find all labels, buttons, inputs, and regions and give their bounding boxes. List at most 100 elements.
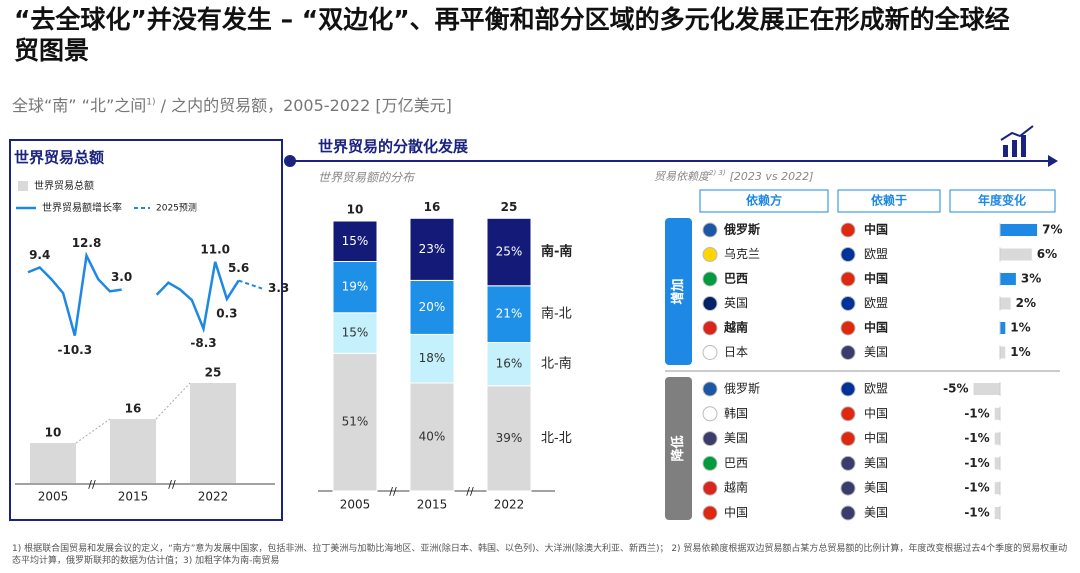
series-label: 北-南 bbox=[541, 356, 572, 372]
to-country: 欧盟 bbox=[864, 296, 888, 310]
flag bbox=[702, 505, 718, 521]
data-label: -8.3 bbox=[190, 336, 216, 350]
bar bbox=[1000, 346, 1006, 359]
column-header bbox=[837, 189, 941, 213]
bar-segment bbox=[409, 382, 455, 492]
data-label: -1% bbox=[964, 431, 989, 445]
legend-label: 世界贸易额增长率 bbox=[42, 201, 122, 214]
from-country: 中国 bbox=[724, 505, 748, 520]
flag bbox=[702, 320, 718, 336]
to-country: 美国 bbox=[864, 506, 888, 520]
bar bbox=[1000, 273, 1016, 285]
data-label: 21% bbox=[496, 307, 523, 321]
data-label: -10.3 bbox=[58, 343, 93, 357]
data-label: 51% bbox=[342, 415, 369, 429]
data-label: -1% bbox=[964, 456, 989, 470]
flag bbox=[702, 296, 718, 311]
x-tick-label: 2015 bbox=[417, 498, 448, 512]
from-country: 乌克兰 bbox=[724, 246, 760, 261]
flag bbox=[702, 406, 718, 422]
data-label: 25% bbox=[496, 245, 523, 259]
data-label: 0.3 bbox=[216, 306, 237, 320]
to-country: 中国 bbox=[864, 271, 888, 286]
data-label: 15% bbox=[342, 326, 369, 340]
bar-segment bbox=[332, 352, 378, 492]
bar-segment bbox=[486, 385, 532, 492]
flag bbox=[840, 406, 856, 422]
legend-label: 世界贸易总额 bbox=[34, 179, 94, 192]
from-country: 日本 bbox=[724, 345, 748, 359]
data-label: 7% bbox=[1042, 223, 1062, 237]
legend-swatch bbox=[18, 181, 28, 191]
flag bbox=[702, 345, 718, 360]
group-label: 增加 bbox=[670, 278, 686, 304]
flag bbox=[840, 345, 856, 360]
bar bbox=[994, 407, 1000, 420]
flag bbox=[702, 222, 718, 238]
data-label: -5% bbox=[943, 382, 968, 396]
data-label: 1% bbox=[1010, 345, 1030, 359]
data-label: 16 bbox=[125, 402, 142, 416]
group-band bbox=[665, 218, 692, 365]
panel-border bbox=[9, 139, 283, 521]
column-header-label: 年度变化 bbox=[978, 193, 1026, 208]
data-label: 1% bbox=[1010, 321, 1030, 335]
chart-title: 贸易依赖度2) 3) [2023 vs 2022] bbox=[654, 169, 813, 183]
from-country: 韩国 bbox=[724, 405, 748, 420]
x-tick-label: 2015 bbox=[118, 490, 149, 504]
axis-break: // bbox=[466, 485, 474, 498]
page-title: “去全球化”并没有发生 – “双边化”、再平衡和部分区域的多元化发展正在形成新的… bbox=[14, 5, 1010, 65]
data-label: 6% bbox=[1037, 247, 1057, 261]
subtitle-note: 1) bbox=[146, 97, 156, 108]
data-label: -1% bbox=[964, 481, 989, 495]
bar-segment bbox=[486, 217, 532, 287]
group-label: 降低 bbox=[670, 435, 686, 461]
x-tick-label: 2022 bbox=[494, 498, 525, 512]
flag bbox=[840, 480, 856, 496]
title-note: 2) 3) bbox=[709, 169, 726, 177]
data-label: -1% bbox=[964, 406, 989, 420]
connector bbox=[155, 382, 191, 420]
flag bbox=[840, 271, 856, 287]
subtitle-text: / 之内的贸易额，2005-2022 [万亿美元] bbox=[160, 96, 452, 115]
bar bbox=[1000, 322, 1006, 334]
to-country: 中国 bbox=[864, 320, 888, 335]
icon bbox=[1000, 125, 1034, 157]
bar-segment bbox=[409, 333, 455, 384]
flag bbox=[702, 455, 718, 471]
x-tick-label: 2005 bbox=[340, 498, 371, 512]
bar bbox=[994, 432, 1000, 445]
from-country: 美国 bbox=[724, 431, 748, 445]
subtitle: 全球“南” “北”之间1) / 之内的贸易额，2005-2022 [万亿美元] bbox=[12, 92, 452, 116]
bar bbox=[30, 443, 76, 483]
data-label: 10 bbox=[45, 426, 62, 440]
to-country: 欧盟 bbox=[864, 382, 888, 396]
connector bbox=[75, 418, 111, 444]
chart-title: 世界贸易额的分布 bbox=[318, 171, 416, 185]
data-label: 40% bbox=[419, 430, 446, 444]
flag bbox=[702, 480, 718, 496]
from-country: 俄罗斯 bbox=[723, 222, 760, 237]
to-country: 中国 bbox=[864, 405, 888, 420]
from-country: 越南 bbox=[723, 320, 748, 335]
data-label: 3.0 bbox=[111, 270, 132, 284]
data-label: 11.0 bbox=[200, 242, 230, 256]
from-country: 英国 bbox=[724, 296, 748, 310]
axis-break: // bbox=[168, 478, 176, 491]
flag bbox=[840, 247, 856, 262]
bar-segment bbox=[332, 261, 378, 314]
bar-segment bbox=[486, 342, 532, 387]
from-country: 俄罗斯 bbox=[724, 382, 760, 396]
growth-line bbox=[238, 279, 263, 290]
section-title: 世界贸易的分散化发展 bbox=[318, 138, 468, 156]
from-country: 巴西 bbox=[724, 272, 748, 286]
data-label: 12.8 bbox=[72, 236, 102, 250]
footnotes: 1) 根据联合国贸易和发展会议的定义，“南方”意为发展中国家，包括非洲、拉丁美洲… bbox=[12, 544, 1068, 566]
subtitle-text: 全球“南” “北”之间 bbox=[12, 96, 147, 115]
flag bbox=[702, 431, 718, 447]
flag bbox=[840, 296, 856, 311]
bar bbox=[994, 457, 1000, 470]
data-label: 5.6 bbox=[228, 261, 249, 275]
